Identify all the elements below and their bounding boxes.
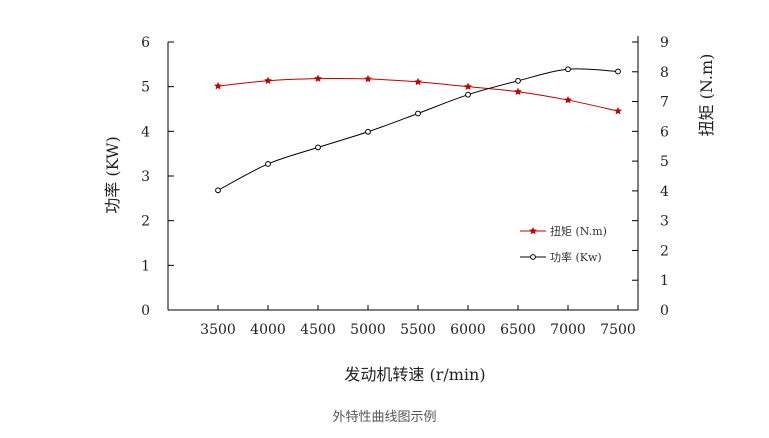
y-right-tick-label: 4 [660,184,669,200]
series-1-point [265,161,271,167]
x-tick-label: 5500 [400,322,436,338]
series-0-point [413,77,423,86]
x-tick-label: 6500 [500,322,536,338]
y-left-tick-label: 4 [141,124,150,140]
y-right-tick-label: 0 [660,303,669,319]
series-0-point [363,74,373,83]
x-tick-label: 5000 [350,322,386,338]
series-0-point [463,82,473,91]
x-tick-label: 7500 [600,322,636,338]
series-1 [215,66,621,194]
x-tick-label: 6000 [450,322,486,338]
series-0-point [213,81,223,90]
y-left-tick-label: 0 [141,303,150,319]
y-left-tick-label: 2 [141,214,150,230]
x-axis-label: 发动机转速 (r/min) [344,365,485,384]
series-1-point [565,66,571,73]
series-layer [213,66,623,194]
figure-caption: 外特性曲线图示例 [332,410,437,425]
y-axis-right-label: 扭矩 (N.m) [697,54,716,137]
y-right-tick-label: 5 [660,154,669,170]
series-0-point [513,87,523,96]
y-left-tick-label: 5 [141,80,150,96]
y-left-tick-label: 1 [141,258,150,274]
series-0-point [613,106,623,115]
y-right-tick-label: 3 [660,214,669,230]
legend-marker-0 [528,226,538,235]
x-tick-label: 7000 [550,322,586,338]
y-right-tick-label: 8 [660,65,669,81]
chart: 0 1 2 3 4 5 6 0 1 2 3 4 5 6 7 8 9 3500 4000 4500 5000 5500 600… [103,35,716,384]
x-tick-label: 4000 [250,322,286,338]
y-right-tick-label: 9 [660,35,669,51]
series-1-point [315,144,321,151]
y-right-tick-label: 6 [660,124,669,140]
series-0 [213,74,623,115]
y-left-tick-label: 6 [141,35,150,51]
y-left-tick-label: 3 [141,169,150,185]
y-right-tick-label: 2 [660,243,669,259]
series-1-point [365,128,371,135]
axes [167,36,639,311]
series-0-point [263,76,273,85]
y-right-tick-label: 7 [660,95,669,111]
legend-marker-1 [530,254,536,260]
tick-labels: 0 1 2 3 4 5 6 0 1 2 3 4 5 6 7 8 9 3500 4000 4500 5000 5500 600… [141,35,669,338]
legend: 扭矩 (N.m) 功率 (Kw) [520,224,607,264]
series-0-point [563,95,573,104]
x-tick-label: 4500 [300,322,336,338]
y-right-tick-label: 1 [660,273,669,289]
series-1-point [515,77,521,84]
series-0-point [313,74,323,83]
series-1-point [465,91,471,98]
series-1-point [215,187,221,194]
series-line-1 [217,68,619,191]
x-tick-label: 3500 [200,322,236,338]
series-1-point [615,68,621,75]
series-1-point [415,110,421,117]
legend-label-0: 扭矩 (N.m) [550,224,607,238]
legend-label-1: 功率 (Kw) [550,250,602,264]
y-axis-left-label: 功率 (KW) [103,136,122,213]
